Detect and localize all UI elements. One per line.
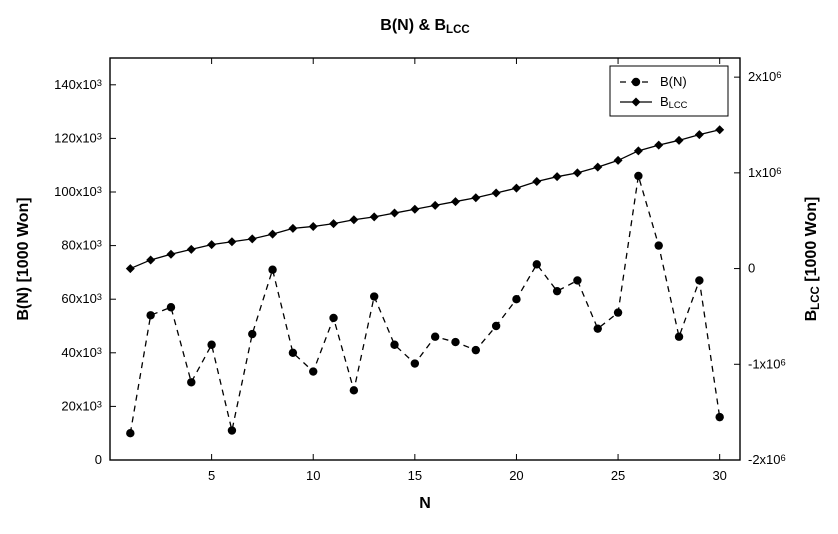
circle-marker-icon xyxy=(472,346,480,354)
y-left-tick-label: 100x103 xyxy=(54,184,102,199)
y-left-tick-label: 0 xyxy=(95,452,102,467)
circle-marker-icon xyxy=(553,287,561,295)
y-left-tick-label: 120x103 xyxy=(54,130,102,145)
diamond-marker-icon xyxy=(329,219,338,228)
y-left-tick-label: 60x103 xyxy=(61,291,102,306)
x-tick-label: 30 xyxy=(712,468,726,483)
diamond-marker-icon xyxy=(695,130,704,139)
diamond-marker-icon xyxy=(451,197,460,206)
series-line xyxy=(130,176,719,433)
diamond-marker-icon xyxy=(126,264,135,273)
x-tick-label: 5 xyxy=(208,468,215,483)
diamond-marker-icon xyxy=(410,205,419,214)
circle-marker-icon xyxy=(695,276,703,284)
circle-marker-icon xyxy=(289,349,297,357)
y-right-tick-label: -1x106 xyxy=(748,356,786,371)
diamond-marker-icon xyxy=(634,146,643,155)
y-right-tick-label: 0 xyxy=(748,261,755,276)
circle-marker-icon xyxy=(207,341,215,349)
diamond-marker-icon xyxy=(471,193,480,202)
circle-marker-icon xyxy=(614,308,622,316)
diamond-marker-icon xyxy=(492,188,501,197)
circle-marker-icon xyxy=(167,303,175,311)
chart-title: B(N) & BLCC xyxy=(380,17,469,36)
circle-marker-icon xyxy=(268,266,276,274)
diamond-marker-icon xyxy=(654,141,663,150)
x-axis-label: N xyxy=(419,495,431,512)
circle-marker-icon xyxy=(431,333,439,341)
circle-marker-icon xyxy=(655,241,663,249)
circle-marker-icon xyxy=(309,367,317,375)
circle-marker-icon xyxy=(451,338,459,346)
diamond-marker-icon xyxy=(614,156,623,165)
y-right-axis-label: BLCC [1000 Won] xyxy=(803,197,822,322)
x-tick-label: 25 xyxy=(611,468,625,483)
chart-container: B(N) & BLCC 5 10 15 20 25 30 N 0 20x103 40x103 60x1… xyxy=(0,0,838,534)
series-line xyxy=(130,130,719,269)
circle-marker-icon xyxy=(594,324,602,332)
diamond-marker-icon xyxy=(431,201,440,210)
diamond-marker-icon xyxy=(268,230,277,239)
chart-svg: B(N) & BLCC 5 10 15 20 25 30 N 0 20x103 40x103 60x1… xyxy=(0,0,838,534)
diamond-marker-icon xyxy=(349,215,358,224)
diamond-marker-icon xyxy=(512,184,521,193)
diamond-marker-icon xyxy=(288,224,297,233)
diamond-marker-icon xyxy=(146,255,155,264)
x-tick-label: 20 xyxy=(509,468,523,483)
circle-marker-icon xyxy=(370,292,378,300)
diamond-marker-icon xyxy=(187,245,196,254)
diamond-marker-icon xyxy=(715,125,724,134)
x-tick-label: 15 xyxy=(408,468,422,483)
y-left-tick-label: 80x103 xyxy=(61,238,102,253)
circle-marker-icon xyxy=(329,314,337,322)
diamond-marker-icon xyxy=(309,222,318,231)
circle-marker-icon xyxy=(632,78,640,86)
circle-marker-icon xyxy=(126,429,134,437)
circle-marker-icon xyxy=(675,333,683,341)
circle-marker-icon xyxy=(512,295,520,303)
circle-marker-icon xyxy=(187,378,195,386)
y-left-tick-label: 20x103 xyxy=(61,398,102,413)
diamond-marker-icon xyxy=(573,168,582,177)
diamond-marker-icon xyxy=(207,240,216,249)
diamond-marker-icon xyxy=(390,209,399,218)
plot-area xyxy=(110,58,740,460)
legend-label-bn: B(N) xyxy=(660,74,687,89)
circle-marker-icon xyxy=(411,359,419,367)
diamond-marker-icon xyxy=(593,163,602,172)
circle-marker-icon xyxy=(634,172,642,180)
circle-marker-icon xyxy=(492,322,500,330)
circle-marker-icon xyxy=(146,311,154,319)
diamond-marker-icon xyxy=(227,237,236,246)
x-tick-label: 10 xyxy=(306,468,320,483)
y-left-tick-label: 40x103 xyxy=(61,345,102,360)
circle-marker-icon xyxy=(248,330,256,338)
circle-marker-icon xyxy=(350,386,358,394)
circle-marker-icon xyxy=(715,413,723,421)
diamond-marker-icon xyxy=(532,177,541,186)
circle-marker-icon xyxy=(533,260,541,268)
circle-marker-icon xyxy=(390,341,398,349)
circle-marker-icon xyxy=(228,426,236,434)
diamond-marker-icon xyxy=(675,136,684,145)
diamond-marker-icon xyxy=(248,234,257,243)
diamond-marker-icon xyxy=(553,172,562,181)
y-left-axis-label: B(N) [1000 Won] xyxy=(15,197,32,320)
diamond-marker-icon xyxy=(370,212,379,221)
y-left-tick-label: 140x103 xyxy=(54,77,102,92)
y-right-tick-label: -2x106 xyxy=(748,452,786,467)
y-right-tick-label: 1x106 xyxy=(748,165,781,180)
y-right-tick-label: 2x106 xyxy=(748,69,781,84)
circle-marker-icon xyxy=(573,276,581,284)
diamond-marker-icon xyxy=(166,250,175,259)
